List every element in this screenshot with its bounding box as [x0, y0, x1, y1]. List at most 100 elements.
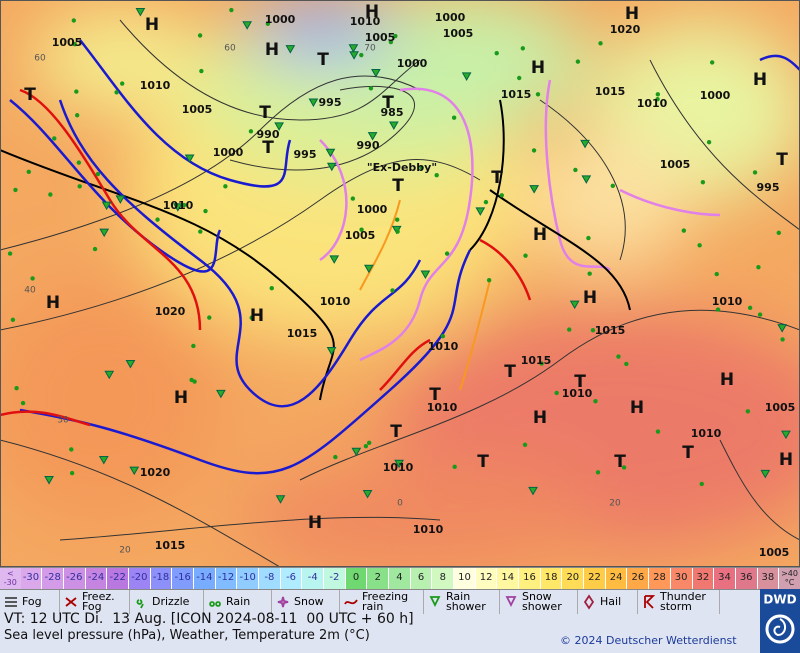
legend-label: Fog [22, 595, 42, 608]
scale-cell: -24 [85, 568, 108, 589]
weather-symbol [757, 312, 763, 317]
weather-symbol [390, 288, 395, 293]
dwd-logo: DWD [760, 589, 800, 653]
weather-symbol [359, 227, 364, 232]
weather-symbol [756, 265, 761, 270]
weather-symbol [483, 199, 489, 205]
weather-symbol [52, 136, 57, 141]
pressure-label: 1000 [213, 146, 244, 159]
pressure-label: 1005 [182, 103, 213, 116]
weather-symbol [531, 148, 537, 153]
scale-cell: 38 [757, 568, 780, 589]
weather-symbol [575, 59, 581, 64]
weather-symbol [715, 307, 721, 312]
legend-item: Rain shower [424, 590, 500, 614]
legend-icon-shape [344, 599, 358, 605]
high-pressure: H [265, 40, 279, 60]
legend-icon-shape [5, 597, 17, 607]
scale-cell: 4 [389, 568, 411, 589]
high-pressure: H [583, 288, 597, 308]
legend-item: Fog [0, 590, 60, 614]
scale-cell: -20 [129, 568, 151, 589]
pressure-label: 1005 [765, 401, 796, 414]
pressure-label: 1000 [357, 203, 388, 216]
weather-symbol [248, 129, 254, 134]
pressure-label: 1005 [345, 229, 376, 242]
weather-symbol [135, 7, 146, 17]
weather-symbol [348, 44, 359, 53]
low-pressure: T [504, 362, 516, 382]
pressure-label: 1010 [637, 97, 668, 110]
legend-icon [429, 596, 441, 608]
weather-symbol [700, 180, 706, 185]
weather-symbol [388, 39, 394, 45]
weather-symbol [395, 229, 400, 234]
legend-item: Snow shower [500, 590, 578, 614]
scale-cell: -18 [150, 568, 173, 589]
logo-text: DWD [763, 593, 796, 607]
low-pressure: T [682, 443, 694, 463]
high-pressure: H [533, 408, 547, 428]
scale-cell: -26 [64, 568, 86, 589]
weather-symbol [475, 207, 486, 216]
high-pressure: H [630, 398, 644, 418]
weather-symbol [98, 455, 109, 465]
temperature-scale: < -30 -30 -28 -26 -24 -22 -20 -18 -16 -14 -12 -10 -8-… [0, 567, 800, 589]
scale-cell: 12 [475, 568, 498, 589]
weather-symbol [203, 208, 208, 214]
grid-label: 60 [34, 54, 46, 64]
weather-symbol [581, 175, 592, 184]
weather-symbol [486, 277, 492, 283]
scale-cell: 20 [562, 568, 585, 589]
weather-symbol [191, 343, 196, 349]
legend-icon [5, 597, 17, 607]
weather-symbol [434, 172, 439, 178]
weather-symbol [14, 385, 19, 391]
weather-symbol [99, 228, 110, 238]
weather-symbol [30, 276, 35, 281]
weather-symbol [419, 165, 424, 170]
weather-symbol [92, 246, 98, 252]
weather-symbol [624, 361, 629, 367]
weather-symbol [274, 122, 284, 131]
legend-label: Drizzle [152, 595, 190, 608]
weather-symbol [333, 454, 338, 460]
weather-symbol [706, 140, 712, 145]
weather-symbol [350, 196, 356, 201]
legend-label: Rain shower [446, 590, 486, 613]
legend-icon-shape [505, 596, 517, 608]
legend-icon-shape [209, 601, 221, 607]
weather-symbol [709, 60, 715, 65]
grid-label: 40 [24, 286, 36, 296]
scale-cell: -4 [302, 568, 325, 589]
pressure-label: 990 [257, 128, 280, 141]
high-pressure: H [753, 70, 767, 90]
low-pressure: T [259, 103, 271, 123]
weather-symbol [621, 465, 627, 470]
weather-symbol [522, 442, 528, 447]
high-pressure: H [365, 2, 379, 22]
weather-symbol [242, 21, 253, 30]
pressure-label: 995 [757, 181, 780, 194]
weather-symbol [569, 300, 580, 310]
pressure-label: 1010 [413, 523, 444, 536]
legend-icon [644, 595, 656, 609]
weather-symbol [499, 193, 504, 198]
weather-symbol [593, 399, 598, 404]
weather-symbol [265, 21, 271, 26]
scale-cell: -30 [20, 568, 43, 589]
weather-symbol [125, 360, 136, 369]
low-pressure: T [317, 50, 329, 70]
weather-symbol [362, 490, 373, 499]
scale-cell: -2 [324, 568, 346, 589]
weather-symbol [349, 51, 359, 60]
weather-symbol [595, 470, 601, 475]
storm-label: "Ex-Debby" [367, 161, 437, 174]
legend-label: Freez. Fog [82, 590, 115, 613]
legend-icon [583, 594, 595, 610]
legend-icon-shape [65, 597, 77, 607]
weather-symbol [269, 286, 274, 291]
legend-label: Freezing rain [362, 590, 409, 613]
weather-symbol [451, 115, 457, 120]
